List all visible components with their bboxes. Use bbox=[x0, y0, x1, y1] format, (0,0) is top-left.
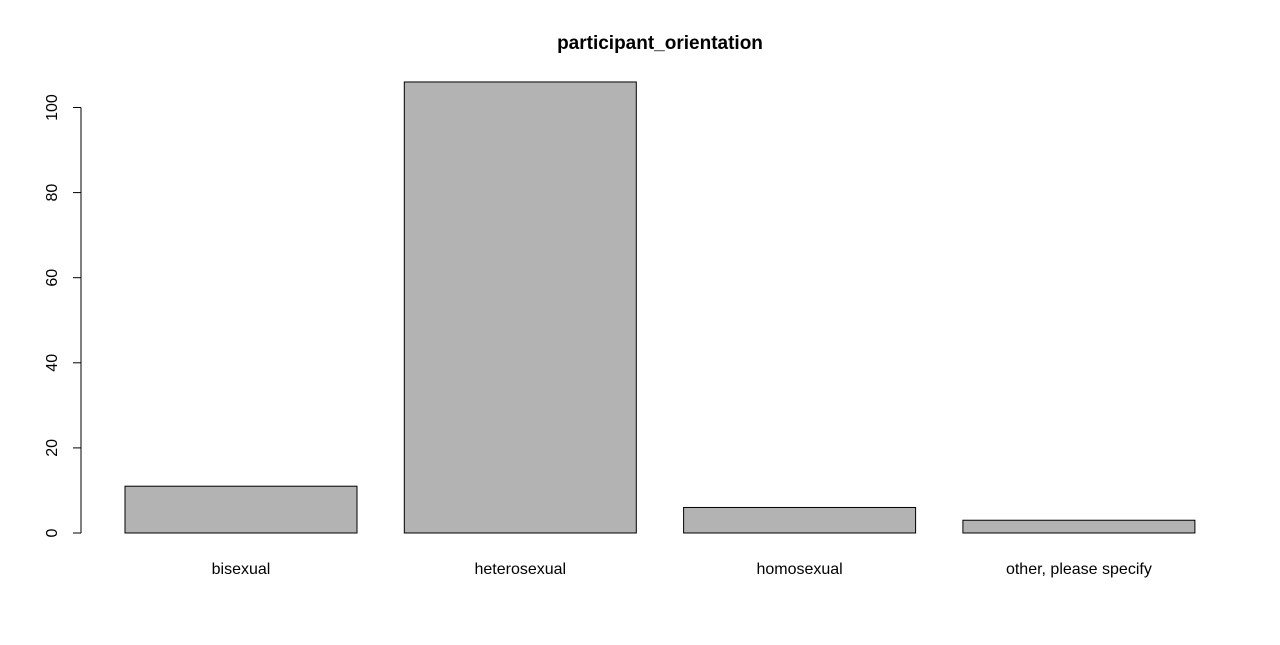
y-tick-label: 40 bbox=[44, 354, 61, 372]
y-tick-label: 80 bbox=[44, 184, 61, 202]
y-axis: 0 20 40 60 80 100 bbox=[44, 94, 82, 537]
y-tick-label: 60 bbox=[44, 269, 61, 287]
x-category-label: bisexual bbox=[212, 561, 271, 578]
x-category-label: heterosexual bbox=[474, 561, 566, 578]
bar bbox=[962, 519, 1196, 534]
y-tick-label: 20 bbox=[44, 439, 61, 457]
x-category-label: homosexual bbox=[756, 561, 842, 578]
category-labels: bisexual heterosexual homosexual other, ple… bbox=[212, 561, 1152, 578]
y-tick-label: 100 bbox=[44, 94, 61, 121]
x-category-label: other, please specify bbox=[1006, 561, 1152, 578]
bar bbox=[124, 485, 358, 534]
bar bbox=[403, 81, 637, 534]
bar-series bbox=[124, 81, 1196, 534]
chart-title: participant_orientation bbox=[557, 33, 763, 54]
y-tick-label: 0 bbox=[44, 528, 61, 537]
bar bbox=[683, 506, 917, 534]
